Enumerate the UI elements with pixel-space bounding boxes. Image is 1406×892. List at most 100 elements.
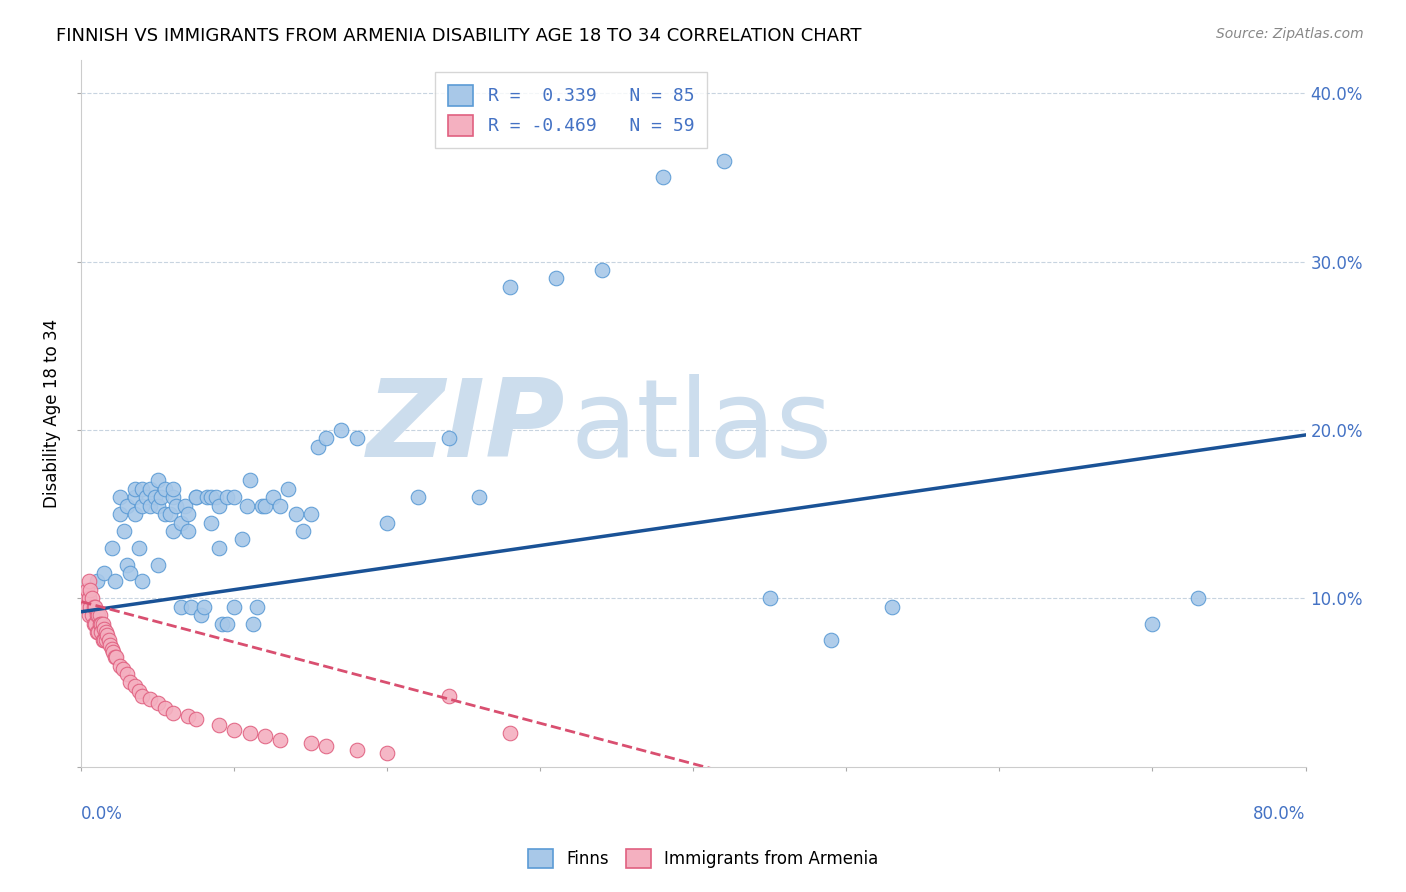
Point bbox=[468, 490, 491, 504]
Point bbox=[79, 599, 101, 614]
Point bbox=[262, 490, 284, 504]
Point bbox=[146, 474, 169, 488]
Point bbox=[250, 499, 273, 513]
Point bbox=[162, 706, 184, 720]
Point bbox=[124, 482, 146, 496]
Point bbox=[108, 507, 131, 521]
Point bbox=[111, 662, 134, 676]
Point bbox=[224, 599, 246, 614]
Point bbox=[224, 490, 246, 504]
Point bbox=[146, 499, 169, 513]
Point bbox=[1187, 591, 1209, 606]
Point bbox=[77, 591, 100, 606]
Point bbox=[77, 574, 100, 589]
Point bbox=[124, 679, 146, 693]
Point bbox=[170, 516, 193, 530]
Point bbox=[89, 616, 111, 631]
Text: 80.0%: 80.0% bbox=[1253, 805, 1306, 823]
Point bbox=[308, 440, 330, 454]
Legend: R =  0.339   N = 85, R = -0.469   N = 59: R = 0.339 N = 85, R = -0.469 N = 59 bbox=[434, 72, 707, 148]
Point bbox=[231, 533, 253, 547]
Point bbox=[162, 482, 184, 496]
Point bbox=[84, 599, 107, 614]
Point bbox=[882, 599, 904, 614]
Point bbox=[184, 490, 207, 504]
Point bbox=[177, 507, 200, 521]
Point bbox=[253, 729, 276, 743]
Point bbox=[104, 650, 127, 665]
Point bbox=[79, 582, 101, 597]
Point bbox=[139, 692, 162, 706]
Point bbox=[76, 582, 98, 597]
Point bbox=[346, 743, 368, 757]
Point bbox=[235, 499, 257, 513]
Point bbox=[149, 490, 172, 504]
Point bbox=[112, 524, 135, 538]
Point bbox=[103, 645, 125, 659]
Point bbox=[104, 574, 127, 589]
Point bbox=[105, 650, 128, 665]
Y-axis label: Disability Age 18 to 34: Disability Age 18 to 34 bbox=[44, 318, 60, 508]
Point bbox=[246, 599, 269, 614]
Point bbox=[124, 490, 146, 504]
Point bbox=[108, 658, 131, 673]
Point bbox=[135, 490, 157, 504]
Point bbox=[292, 524, 315, 538]
Point bbox=[205, 490, 228, 504]
Point bbox=[93, 633, 115, 648]
Point bbox=[91, 616, 114, 631]
Point bbox=[1142, 616, 1164, 631]
Point bbox=[193, 599, 215, 614]
Point bbox=[177, 709, 200, 723]
Point bbox=[820, 633, 842, 648]
Point bbox=[544, 271, 567, 285]
Point bbox=[375, 746, 398, 760]
Point bbox=[200, 490, 222, 504]
Point bbox=[124, 507, 146, 521]
Point bbox=[269, 499, 291, 513]
Point bbox=[315, 739, 337, 754]
Point bbox=[120, 675, 142, 690]
Point bbox=[437, 431, 460, 445]
Point bbox=[177, 524, 200, 538]
Point bbox=[242, 616, 264, 631]
Point bbox=[375, 516, 398, 530]
Point bbox=[93, 622, 115, 636]
Point bbox=[200, 516, 222, 530]
Point bbox=[299, 736, 322, 750]
Point bbox=[162, 490, 184, 504]
Point bbox=[94, 624, 117, 639]
Point bbox=[499, 280, 522, 294]
Point bbox=[759, 591, 782, 606]
Point bbox=[651, 170, 673, 185]
Point bbox=[184, 713, 207, 727]
Point bbox=[269, 732, 291, 747]
Point bbox=[87, 608, 110, 623]
Point bbox=[146, 558, 169, 572]
Point bbox=[128, 541, 150, 555]
Point bbox=[215, 490, 238, 504]
Point bbox=[499, 726, 522, 740]
Point bbox=[86, 574, 108, 589]
Text: 0.0%: 0.0% bbox=[82, 805, 124, 823]
Point bbox=[98, 639, 121, 653]
Point bbox=[165, 499, 187, 513]
Point bbox=[115, 499, 138, 513]
Text: Source: ZipAtlas.com: Source: ZipAtlas.com bbox=[1216, 27, 1364, 41]
Point bbox=[174, 499, 197, 513]
Point bbox=[80, 591, 103, 606]
Point bbox=[406, 490, 429, 504]
Point bbox=[170, 599, 193, 614]
Point bbox=[115, 667, 138, 681]
Point bbox=[346, 431, 368, 445]
Point bbox=[224, 723, 246, 737]
Point bbox=[180, 599, 202, 614]
Point bbox=[131, 482, 153, 496]
Point bbox=[211, 616, 233, 631]
Point bbox=[155, 482, 177, 496]
Point bbox=[139, 482, 162, 496]
Point bbox=[131, 499, 153, 513]
Text: FINNISH VS IMMIGRANTS FROM ARMENIA DISABILITY AGE 18 TO 34 CORRELATION CHART: FINNISH VS IMMIGRANTS FROM ARMENIA DISAB… bbox=[56, 27, 862, 45]
Point bbox=[190, 608, 212, 623]
Point bbox=[96, 628, 118, 642]
